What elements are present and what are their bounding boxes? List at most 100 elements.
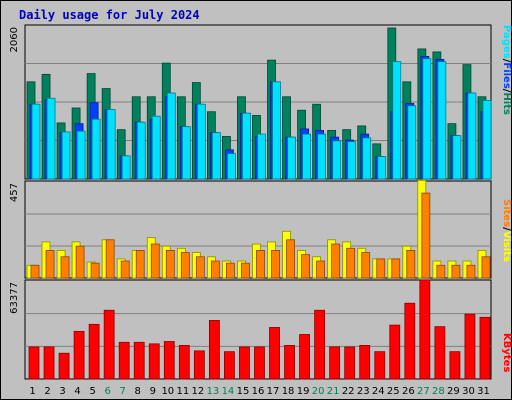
bar-kbytes-day-13	[208, 320, 220, 380]
bar-kbytes-day-15	[239, 346, 250, 380]
bar-pages-day-23	[362, 137, 372, 180]
bar-pages-day-15	[242, 112, 251, 180]
legend-kbytes: KBytes	[501, 333, 511, 372]
legend-part: Visits	[501, 231, 511, 262]
bar-pages-day-8	[136, 121, 146, 180]
bar-kbytes-day-1	[28, 346, 40, 380]
bar-sites-day-22	[346, 247, 356, 279]
x-tick-label-day-6: 6	[104, 386, 110, 397]
x-tick-label-day-8: 8	[135, 386, 141, 397]
y-max-label: 2060	[9, 27, 20, 52]
bar-kbytes-day-23	[359, 345, 371, 380]
x-tick-label-day-30: 30	[462, 386, 475, 397]
x-tick-label-day-7: 7	[120, 386, 126, 397]
bar-sites-day-20	[316, 260, 326, 279]
bar-kbytes-day-5	[88, 323, 100, 380]
legend-part: Pages	[501, 25, 511, 59]
bar-kbytes-day-26	[404, 302, 416, 380]
x-tick-label-day-4: 4	[74, 386, 80, 397]
bar-sites-day-30	[466, 264, 476, 279]
bar-sites-day-11	[180, 252, 190, 279]
bar-pages-day-19	[302, 133, 311, 180]
bar-kbytes-day-19	[299, 334, 310, 380]
legend-part: Sites	[501, 199, 511, 227]
bar-sites-day-16	[256, 250, 265, 279]
bar-kbytes-day-11	[178, 345, 190, 380]
bar-pages-day-27	[422, 58, 432, 180]
bar-sites-day-19	[301, 254, 310, 279]
x-tick-label-day-15: 15	[237, 386, 250, 397]
bar-pages-day-20	[317, 133, 327, 180]
x-tick-label-day-2: 2	[44, 386, 50, 397]
bar-sites-day-5	[90, 262, 100, 279]
x-tick-label-day-31: 31	[477, 386, 490, 397]
y-max-label: 63377	[9, 282, 20, 314]
bar-pages-day-25	[392, 61, 402, 180]
bar-kbytes-day-14	[224, 351, 235, 380]
bar-pages-day-26	[407, 105, 417, 180]
legend-part: /	[501, 227, 511, 231]
x-tick-label-day-5: 5	[89, 386, 95, 397]
bar-pages-day-12	[196, 103, 206, 180]
bar-sites-day-17	[271, 250, 280, 279]
bar-sites-day-8	[135, 250, 145, 279]
bar-pages-day-30	[467, 92, 477, 180]
x-tick-label-day-22: 22	[342, 386, 355, 397]
bar-sites-day-25	[391, 258, 401, 279]
x-tick-label-day-12: 12	[192, 386, 205, 397]
bar-sites-day-27	[421, 192, 431, 279]
bar-pages-day-22	[347, 141, 357, 180]
bar-kbytes-day-31	[479, 316, 491, 380]
legend-part: /	[501, 59, 511, 63]
x-tick-label-day-1: 1	[29, 386, 35, 397]
bar-kbytes-day-3	[58, 352, 70, 380]
x-tick-label-day-9: 9	[150, 386, 156, 397]
x-tick-label-day-29: 29	[447, 386, 460, 397]
bar-sites-day-21	[331, 243, 341, 279]
bar-sites-day-29	[451, 264, 461, 279]
bar-pages-day-3	[61, 131, 71, 180]
bar-kbytes-day-9	[148, 343, 160, 380]
bar-pages-day-6	[106, 109, 116, 180]
bar-kbytes-day-28	[434, 326, 446, 380]
bar-kbytes-day-22	[344, 346, 356, 380]
x-tick-label-day-23: 23	[357, 386, 370, 397]
x-tick-label-day-17: 17	[267, 386, 280, 397]
x-tick-label-day-13: 13	[207, 386, 220, 397]
bar-kbytes-day-10	[163, 341, 175, 380]
x-tick-label-day-20: 20	[312, 386, 325, 397]
bar-pages-day-11	[181, 126, 191, 180]
bar-kbytes-day-6	[103, 309, 115, 380]
x-tick-label-day-16: 16	[252, 386, 265, 397]
bar-sites-day-1	[30, 264, 40, 279]
legend-part: Hits	[501, 92, 511, 115]
bar-pages-day-13	[211, 132, 221, 180]
bar-kbytes-day-30	[464, 313, 476, 380]
x-tick-label-day-24: 24	[372, 386, 385, 397]
bar-sites-day-9	[150, 243, 160, 279]
x-tick-label-day-10: 10	[161, 386, 174, 397]
bar-pages-day-2	[46, 97, 56, 180]
bar-kbytes-day-25	[389, 324, 401, 380]
chart-title: Daily usage for July 2024	[19, 8, 200, 22]
x-tick-label-day-27: 27	[417, 386, 430, 397]
bar-kbytes-day-8	[133, 341, 145, 380]
legend-visits-sites: Sites/Visits	[501, 199, 511, 262]
bar-kbytes-day-21	[329, 346, 341, 380]
x-tick-label-day-25: 25	[387, 386, 400, 397]
x-tick-label-day-3: 3	[59, 386, 65, 397]
legend-part: KBytes	[501, 333, 511, 372]
bar-kbytes-day-16	[254, 346, 265, 380]
bar-sites-day-2	[45, 250, 55, 279]
legend-hits-files-pages: Pages/Files/Hits	[501, 25, 511, 115]
bar-sites-day-28	[436, 264, 446, 279]
bar-sites-day-6	[105, 239, 115, 279]
bar-kbytes-day-27	[419, 279, 431, 380]
bar-pages-day-18	[287, 136, 296, 180]
bar-sites-day-24	[376, 258, 386, 279]
bar-sites-day-7	[120, 260, 130, 279]
bar-kbytes-day-29	[449, 351, 461, 380]
bar-pages-day-31	[482, 100, 492, 180]
